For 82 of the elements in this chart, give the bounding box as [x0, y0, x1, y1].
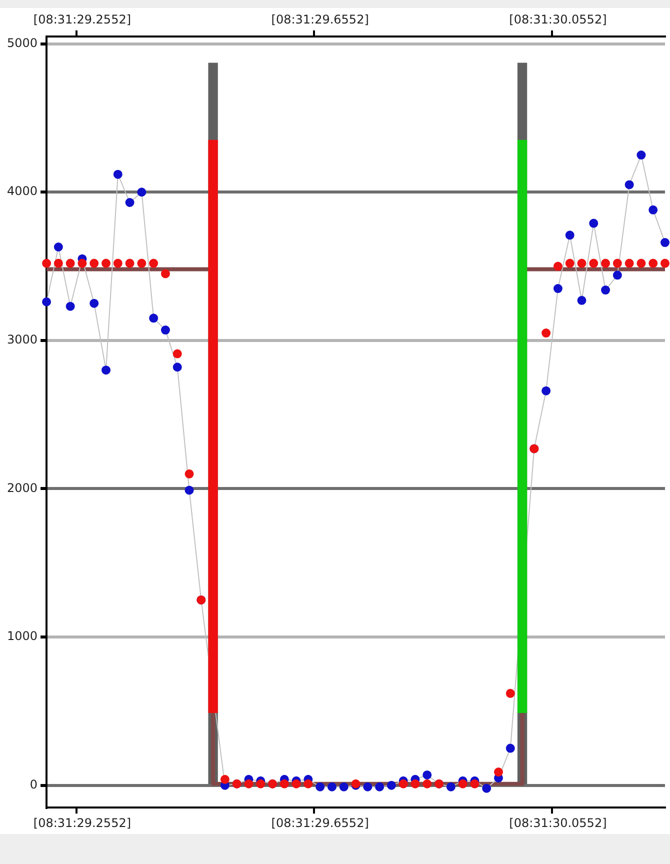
point [90, 298, 99, 308]
point [54, 258, 63, 268]
point [612, 258, 622, 268]
point [494, 768, 503, 777]
category-label: [08:31:29.6552] [271, 12, 369, 26]
point [565, 258, 574, 268]
point [601, 286, 610, 295]
category-label: [08:31:30.0552] [509, 12, 607, 26]
point [90, 258, 99, 268]
point [125, 198, 134, 208]
point [66, 258, 75, 268]
point [316, 782, 325, 792]
point [398, 779, 408, 788]
point [422, 770, 432, 780]
point [386, 780, 396, 790]
point [172, 349, 182, 358]
point [601, 258, 610, 268]
point [102, 366, 111, 375]
x-tick-label: [08:31:29.2552] [33, 816, 132, 830]
point [149, 314, 158, 323]
point [54, 242, 63, 252]
point [160, 269, 170, 278]
point [553, 262, 562, 271]
point [160, 326, 170, 335]
point [280, 779, 289, 788]
point [172, 362, 182, 372]
point [482, 784, 492, 793]
point [184, 469, 194, 478]
y-tick-label: 2000 [6, 480, 38, 495]
point [553, 284, 562, 294]
point [458, 779, 468, 788]
point [624, 258, 634, 268]
point [506, 688, 515, 698]
point [648, 258, 658, 268]
point [410, 779, 420, 788]
point [375, 782, 384, 792]
point [636, 150, 646, 160]
y-tick-label: 4000 [6, 184, 38, 198]
point [292, 779, 301, 788]
y-tick-label: 0 [30, 777, 38, 792]
y-tick-label: 3000 [6, 332, 38, 347]
point [78, 258, 87, 268]
point [577, 258, 586, 268]
point [577, 296, 586, 305]
point [66, 302, 75, 311]
point [113, 170, 122, 179]
point [446, 782, 456, 792]
point [542, 328, 551, 338]
point [470, 779, 480, 788]
point [542, 386, 551, 396]
point [589, 218, 598, 228]
point [256, 779, 266, 788]
category-label: [08:31:29.2552] [33, 12, 132, 26]
y-tick-label: 1000 [6, 629, 38, 644]
point [636, 258, 646, 268]
point [113, 258, 122, 268]
point [137, 188, 146, 197]
point [624, 180, 634, 190]
point [42, 258, 52, 268]
point [137, 258, 146, 268]
point [220, 774, 230, 784]
x-tick-label: [08:31:30.0552] [509, 816, 607, 830]
point [102, 258, 111, 268]
point [339, 782, 348, 792]
x-tick-label: [08:31:29.6552] [271, 816, 369, 830]
point [327, 782, 336, 792]
point [660, 258, 670, 268]
point [304, 779, 313, 788]
point [149, 258, 158, 268]
point [422, 779, 432, 788]
point [565, 230, 574, 240]
point [660, 238, 670, 248]
point [363, 782, 372, 792]
point [612, 270, 622, 280]
point [125, 258, 134, 268]
point [244, 779, 254, 788]
point [506, 744, 515, 753]
point [42, 297, 52, 306]
point [589, 258, 598, 268]
point [648, 205, 658, 214]
point [184, 486, 194, 495]
y-tick-label: 5000 [6, 36, 38, 50]
